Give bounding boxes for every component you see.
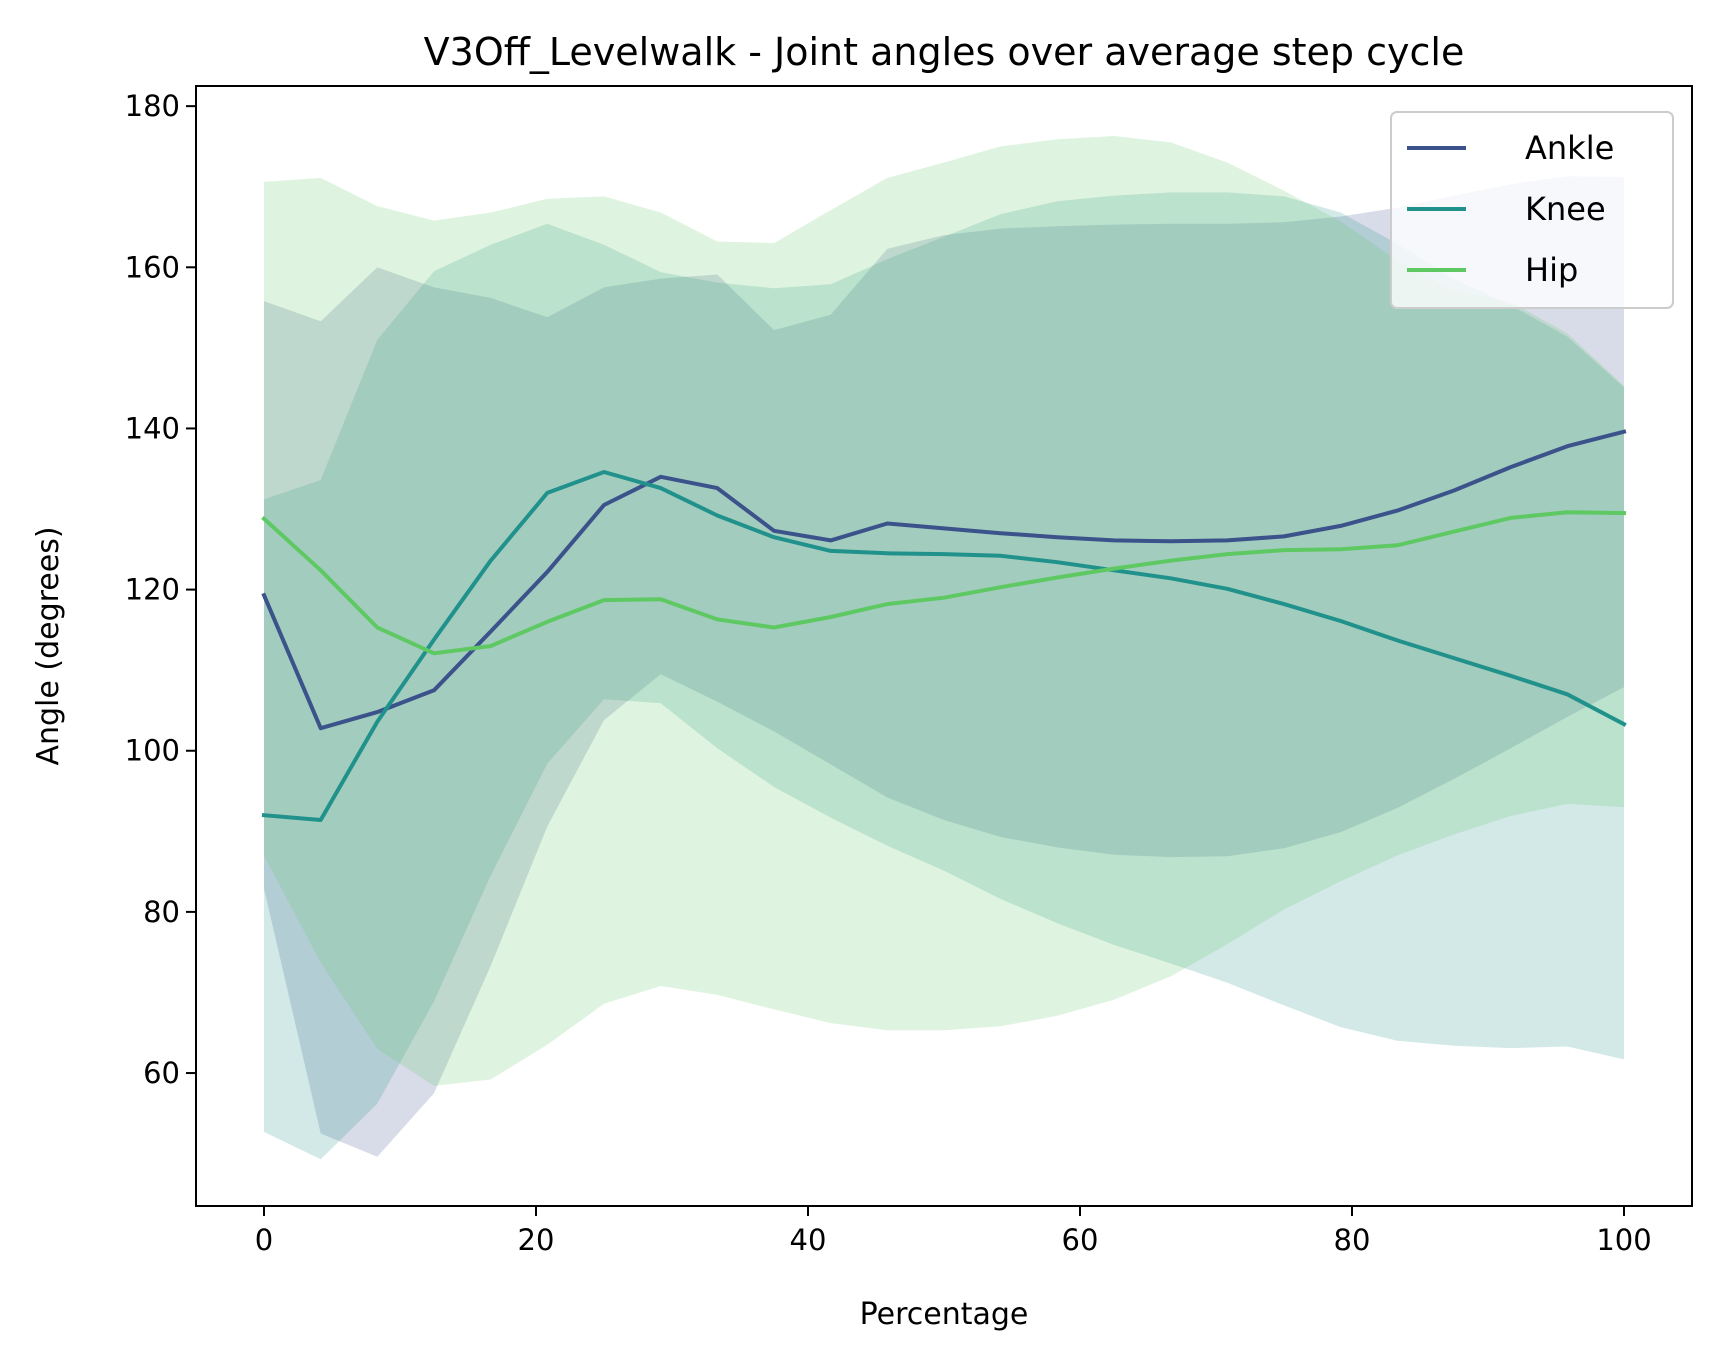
hip-std-band [264,136,1624,1086]
y-tick-label: 180 [125,89,180,123]
knee-line [261,470,1627,822]
legend-label-hip: Hip [1525,251,1578,289]
confidence-bands [264,136,1624,1160]
x-tick-label: 80 [1334,1223,1371,1257]
y-tick-label: 120 [125,573,180,607]
legend: Ankle Knee Hip [1390,111,1674,309]
x-tick-label: 40 [790,1223,827,1257]
y-axis-label: Angle (degrees) [31,526,66,765]
x-tick-label: 0 [255,1223,273,1257]
legend-frame [1390,111,1674,309]
x-tick-label: 20 [518,1223,555,1257]
series-lines [261,429,1627,822]
y-tick-label: 60 [143,1056,180,1090]
legend-label-knee: Knee [1525,190,1606,228]
y-tick-label: 140 [125,411,180,445]
ankle-line [261,429,1627,731]
x-tick-label: 100 [1596,1223,1651,1257]
legend-items: Ankle Knee Hip [1407,129,1614,289]
y-axis-ticks: 60 80 100 120 140 160 180 [125,89,196,1090]
hip-line [261,510,1627,656]
y-tick-label: 160 [125,250,180,284]
x-axis-ticks: 0 20 40 60 80 100 [255,1206,1652,1257]
x-tick-label: 60 [1062,1223,1099,1257]
chart-title: V3Off_Levelwalk - Joint angles over aver… [424,30,1465,74]
y-tick-label: 100 [125,734,180,768]
legend-label-ankle: Ankle [1525,129,1614,167]
ankle-std-band [264,176,1624,1157]
plot-frame [195,85,1693,1207]
y-tick-label: 80 [143,895,180,929]
x-axis-label: Percentage [860,1297,1029,1332]
knee-std-band [264,192,1624,1160]
